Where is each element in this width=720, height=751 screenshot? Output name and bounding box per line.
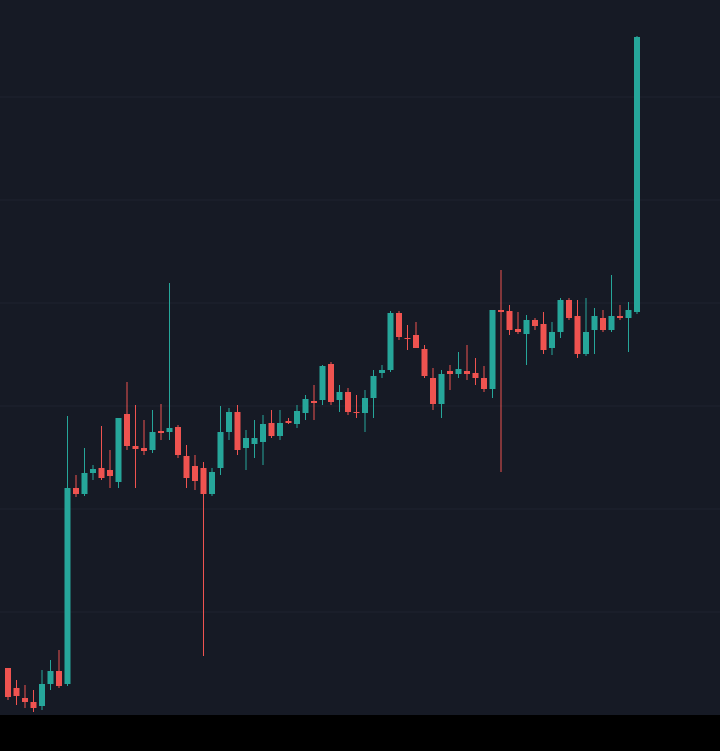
candle-body [345, 392, 351, 412]
candle-body [124, 414, 130, 446]
candle-body [81, 473, 88, 494]
candle-body [268, 423, 275, 436]
candle-body [192, 466, 198, 481]
candle-body [217, 432, 224, 468]
candle-body [515, 329, 521, 332]
candle-body [13, 688, 20, 696]
candle-body [56, 671, 62, 686]
candle-body [90, 469, 96, 473]
candle-body [141, 448, 147, 451]
candle-body [549, 332, 555, 348]
candle-body [413, 335, 419, 348]
candle-body [277, 423, 283, 436]
candle-body [430, 378, 436, 404]
candle-body [600, 318, 606, 330]
candle-body [566, 300, 572, 318]
candle-body [132, 446, 139, 449]
candle-body [438, 374, 445, 404]
bottom-bar [0, 715, 720, 751]
candle-body [22, 698, 28, 702]
candle-body [47, 671, 54, 684]
candle-body [489, 310, 496, 389]
candle-body [523, 320, 530, 334]
candle-body [387, 313, 394, 370]
candle-body [583, 332, 589, 354]
candle-body [98, 468, 105, 478]
candle-body [455, 369, 462, 374]
candle-body [404, 338, 411, 339]
candle-body [353, 412, 360, 413]
candle-body [574, 316, 581, 354]
candle-body [464, 371, 470, 374]
candle-body [532, 320, 538, 326]
candle-body [379, 370, 385, 373]
candle-body [166, 428, 173, 432]
candle-body [73, 488, 79, 494]
candle-body [557, 300, 564, 332]
candle-body [396, 313, 402, 337]
candle-body [149, 432, 156, 450]
candle-body [311, 401, 317, 403]
candle-body [498, 310, 504, 312]
candle-body [175, 427, 181, 455]
candle-body [328, 364, 334, 402]
plot-background [0, 0, 720, 715]
candle-body [285, 421, 292, 423]
candle-body [447, 371, 453, 374]
candle-body [64, 488, 71, 684]
candle-body [30, 702, 37, 708]
candle-body [158, 431, 164, 433]
candle-body [302, 399, 309, 413]
candle-body [336, 392, 343, 400]
candle-body [362, 398, 368, 413]
candle-body [634, 37, 640, 312]
candle-body [294, 411, 300, 424]
candle-body [183, 456, 190, 478]
candle-body [243, 438, 249, 448]
candle-body [472, 373, 479, 378]
candle-body [226, 412, 232, 432]
candle-body [251, 438, 258, 444]
candle-body [5, 668, 11, 697]
candle-body [540, 324, 547, 350]
candle-body [608, 316, 615, 330]
candle-body [107, 470, 113, 476]
candle-body [209, 472, 215, 494]
candle-body [115, 418, 122, 482]
candle-body [625, 310, 632, 318]
candle-body [234, 412, 241, 450]
candle-body [506, 311, 513, 330]
candle-body [260, 424, 266, 442]
candle-body [370, 376, 377, 398]
candle-body [617, 316, 623, 318]
candle-body [200, 468, 207, 494]
candle-body [591, 316, 598, 330]
candle-body [421, 349, 428, 376]
candle-body [481, 378, 487, 389]
candle-body [39, 684, 45, 706]
candle-body [319, 366, 326, 400]
